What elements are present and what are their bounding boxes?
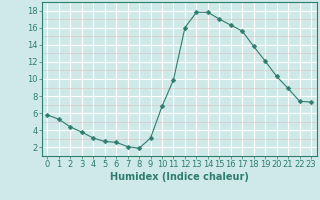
X-axis label: Humidex (Indice chaleur): Humidex (Indice chaleur) xyxy=(110,172,249,182)
